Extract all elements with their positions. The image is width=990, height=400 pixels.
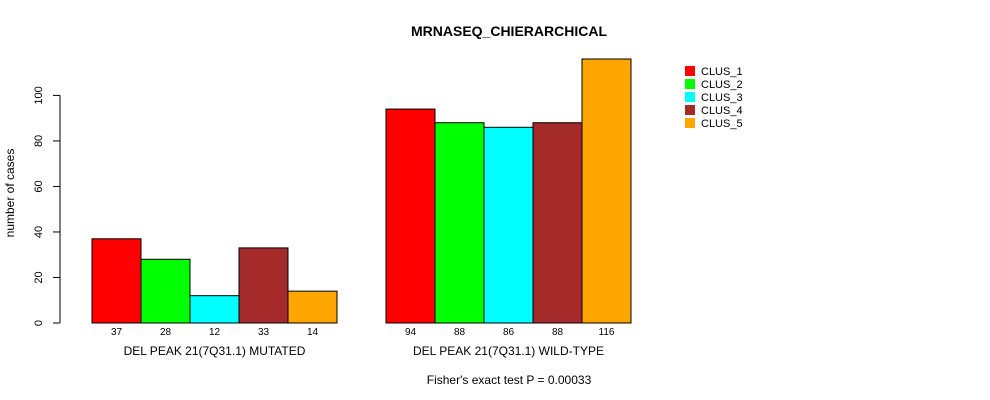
- legend-label-5: CLUS_5: [701, 118, 743, 130]
- y-tick-label-40: 40: [33, 226, 45, 238]
- legend-label-3: CLUS_3: [701, 92, 743, 104]
- bar-value-label: 37: [111, 327, 123, 338]
- legend-swatch-4: [685, 105, 695, 115]
- bars: [91, 58, 632, 324]
- bar-clus-3-group-2: [483, 126, 534, 324]
- chart-title: MRNASEQ_CHIERARCHICAL: [411, 23, 607, 39]
- bar-value-label: 28: [160, 327, 172, 338]
- bar-clus-2-group-2: [434, 122, 485, 324]
- legend-label-2: CLUS_2: [701, 79, 743, 91]
- bar-value-label: 86: [503, 327, 515, 338]
- bar-value-label: 33: [258, 327, 270, 338]
- bar-value-labels: 37 28 12 33 14 94 88 86 88 116: [111, 327, 615, 338]
- bar-value-label: 88: [454, 327, 466, 338]
- y-tick-label-80: 80: [33, 135, 45, 147]
- bar-clus-3-group-1: [189, 295, 240, 324]
- bar-clus-5-group-1: [287, 290, 338, 324]
- bar-value-label: 88: [552, 327, 564, 338]
- group-labels: DEL PEAK 21(7Q31.1) MUTATED DEL PEAK 21(7…: [124, 344, 604, 358]
- y-tick-label-100: 100: [33, 86, 45, 104]
- y-tick-label-20: 20: [33, 271, 45, 283]
- bar-value-label: 12: [209, 327, 221, 338]
- y-axis: 0 20 40 60 80 100: [33, 86, 61, 326]
- bar-clus-5-group-2: [581, 58, 632, 324]
- legend-swatch-2: [685, 79, 695, 89]
- group-label-2: DEL PEAK 21(7Q31.1) WILD-TYPE: [413, 344, 604, 358]
- bar-clus-1-group-1: [91, 238, 142, 324]
- legend-swatch-1: [685, 66, 695, 76]
- bar-clus-4-group-1: [238, 247, 289, 324]
- bar-clus-4-group-2: [532, 122, 583, 324]
- bar-value-label: 94: [405, 327, 417, 338]
- legend-swatch-5: [685, 118, 695, 128]
- bar-value-label: 14: [307, 327, 319, 338]
- group-label-1: DEL PEAK 21(7Q31.1) MUTATED: [124, 344, 306, 358]
- bar-value-label: 116: [599, 327, 615, 338]
- legend-label-4: CLUS_4: [701, 105, 743, 117]
- legend-swatch-3: [685, 92, 695, 102]
- bar-clus-1-group-2: [385, 108, 436, 324]
- bar-clus-2-group-1: [140, 258, 191, 324]
- y-tick-label-0: 0: [33, 320, 45, 326]
- y-axis-label: number of cases: [3, 149, 17, 238]
- y-tick-label-60: 60: [33, 180, 45, 192]
- fisher-test-footnote: Fisher's exact test P = 0.00033: [427, 373, 592, 387]
- legend-label-1: CLUS_1: [701, 66, 743, 78]
